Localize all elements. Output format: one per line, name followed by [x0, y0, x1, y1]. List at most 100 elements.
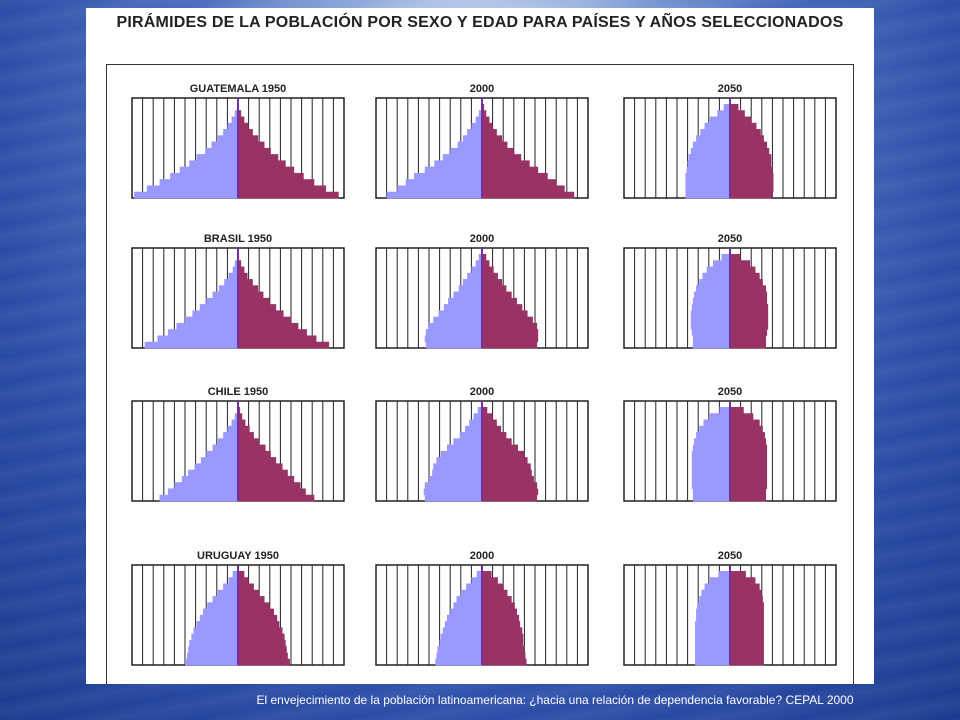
female-bar: [482, 166, 539, 174]
female-bar: [482, 457, 528, 464]
male-bar: [692, 341, 730, 349]
female-bar: [238, 438, 260, 445]
male-bar: [437, 646, 482, 653]
female-bar: [238, 608, 275, 616]
male-bar: [692, 488, 730, 496]
female-bar: [730, 425, 763, 433]
male-bar: [174, 482, 238, 489]
male-bar: [223, 129, 238, 136]
male-bar: [456, 596, 482, 603]
figure-panel: PIRÁMIDES DE LA POBLACIÓN POR SEXO Y EDA…: [86, 8, 874, 684]
male-bar: [467, 129, 482, 136]
female-bar: [482, 272, 498, 280]
male-bar: [695, 639, 730, 647]
female-bar: [730, 260, 751, 267]
male-bar: [721, 254, 730, 261]
male-bar: [447, 614, 482, 622]
male-bar: [433, 463, 482, 471]
male-bar: [706, 266, 730, 274]
female-bar: [482, 179, 557, 186]
male-bar: [692, 141, 730, 149]
pyramid-chart: 2000: [375, 386, 589, 502]
male-bar: [691, 329, 730, 336]
female-bar: [730, 608, 764, 616]
female-bar: [730, 104, 739, 111]
male-bar: [471, 122, 482, 130]
male-bar: [232, 571, 238, 578]
male-bar: [719, 407, 730, 414]
female-bar: [238, 166, 295, 174]
female-bar: [238, 407, 241, 414]
female-bar: [482, 407, 488, 414]
male-bar: [691, 475, 730, 483]
male-bar: [217, 438, 238, 445]
female-bar: [238, 571, 245, 578]
male-bar: [462, 135, 482, 142]
female-bar: [238, 110, 242, 117]
female-bar: [730, 621, 764, 628]
female-bar: [238, 316, 291, 324]
male-bar: [467, 272, 482, 280]
female-bar: [482, 596, 512, 603]
male-bar: [717, 110, 730, 117]
female-bar: [482, 147, 514, 155]
pyramid-title: URUGUAY 1950: [197, 550, 279, 562]
slide-caption: El envejecimiento de la población latino…: [256, 693, 854, 707]
female-bar: [482, 469, 532, 477]
male-bar: [193, 627, 238, 635]
female-bar: [482, 329, 539, 336]
female-bar: [238, 141, 265, 149]
male-bar: [478, 254, 482, 261]
female-bar: [730, 129, 761, 136]
female-bar: [482, 425, 502, 433]
female-bar: [238, 154, 279, 161]
male-bar: [465, 425, 482, 433]
female-bar: [238, 639, 286, 647]
male-bar: [442, 154, 482, 161]
pyramid-chart: 2050: [623, 233, 837, 349]
male-bar: [144, 341, 238, 349]
female-bar: [730, 482, 768, 489]
female-bar: [730, 322, 769, 330]
male-bar: [693, 438, 730, 445]
male-bar: [188, 469, 238, 477]
male-bar: [196, 621, 238, 628]
male-bar: [440, 450, 482, 458]
male-bar: [227, 425, 238, 433]
male-bar: [414, 172, 482, 180]
male-bar: [194, 463, 238, 471]
male-bar: [443, 304, 482, 311]
female-bar: [238, 621, 280, 628]
female-bar: [482, 639, 524, 647]
female-bar: [482, 577, 498, 584]
female-bar: [482, 335, 539, 343]
pyramid-title: 2050: [718, 233, 742, 245]
female-bar: [238, 322, 299, 330]
female-bar: [730, 577, 756, 584]
female-bar: [238, 633, 285, 641]
male-bar: [134, 191, 238, 199]
male-bar: [440, 633, 482, 641]
female-bar: [482, 310, 528, 318]
male-bar: [476, 571, 482, 578]
male-bar: [157, 335, 238, 343]
female-bar: [730, 475, 768, 483]
female-bar: [730, 266, 756, 274]
male-bar: [189, 160, 238, 168]
pyramid-chart: GUATEMALA 1950: [131, 83, 345, 199]
female-bar: [730, 627, 764, 635]
female-bar: [482, 614, 520, 622]
female-bar: [730, 652, 764, 660]
male-bar: [227, 122, 238, 130]
male-bar: [206, 297, 238, 305]
male-bar: [425, 341, 482, 349]
pyramid-chart: BRASIL 1950: [131, 233, 345, 349]
female-bar: [482, 291, 512, 299]
male-bar: [471, 266, 482, 274]
male-bar: [453, 602, 482, 609]
figure-frame: [106, 64, 854, 684]
female-bar: [730, 646, 764, 653]
male-bar: [691, 457, 730, 464]
female-bar: [730, 135, 764, 142]
male-bar: [206, 450, 238, 458]
